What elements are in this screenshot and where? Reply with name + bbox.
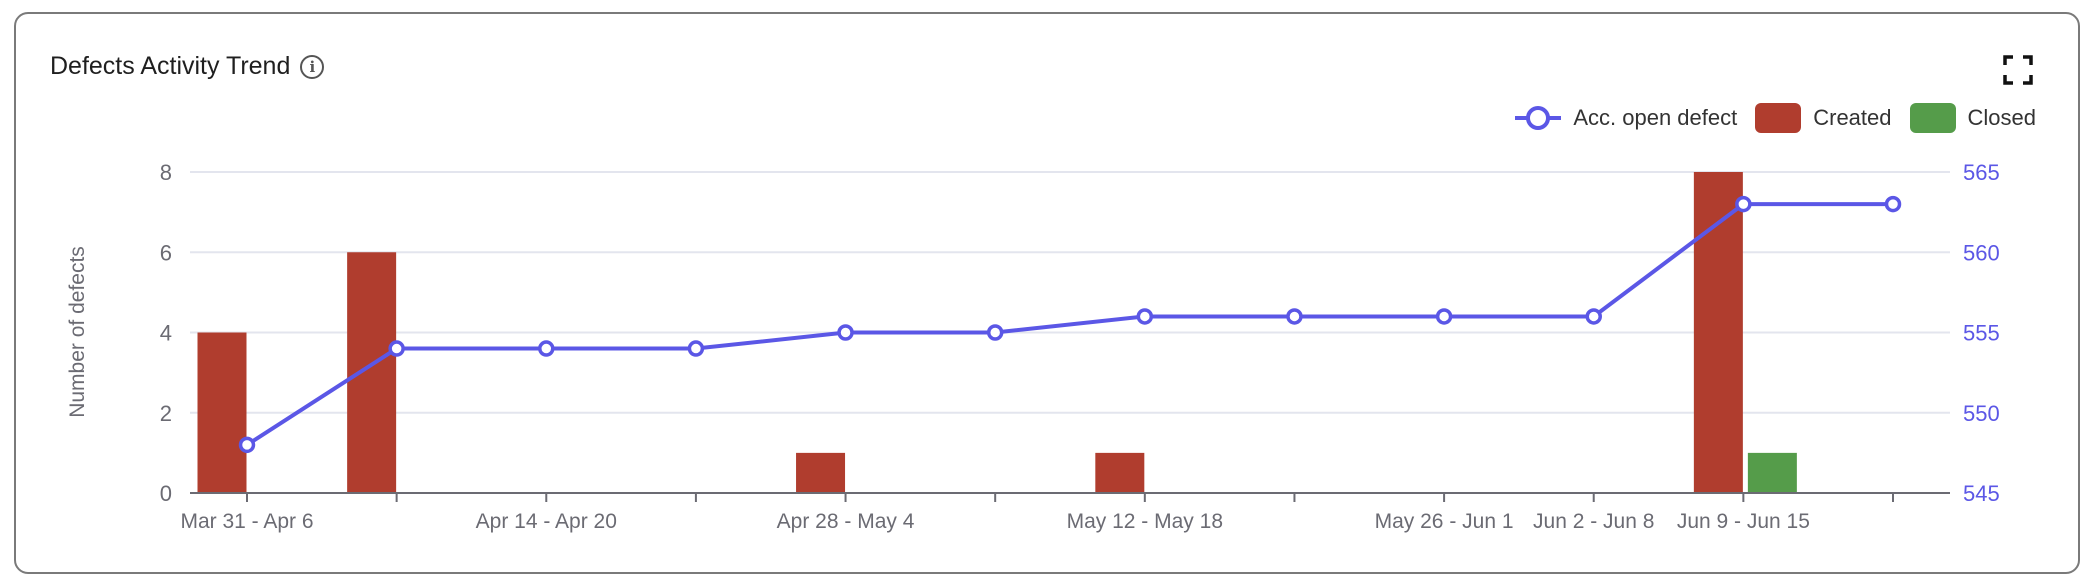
acc-open-point (388, 340, 405, 357)
y-tick-label: 6 (160, 240, 172, 265)
x-tick-label: Apr 28 - May 4 (777, 510, 915, 533)
acc-open-point (837, 324, 854, 341)
bar-created (1693, 172, 1743, 493)
y2-tick-label: 545 (1963, 481, 2000, 506)
chart-legend: Acc. open defect Created Closed (1495, 103, 2036, 133)
bar-created (796, 452, 846, 493)
x-tick-label: May 26 - Jun 1 (1375, 510, 1514, 533)
y-tick-label: 2 (160, 401, 172, 426)
x-tick-label: Jun 9 - Jun 15 (1677, 510, 1810, 533)
acc-open-line (245, 202, 1893, 447)
bar-created (197, 332, 247, 493)
acc-open-point (1136, 308, 1154, 325)
y-tick-label: 4 (160, 321, 172, 346)
acc-open-point (238, 436, 256, 454)
x-tick-label: Mar 31 - Apr 6 (180, 510, 313, 533)
y2-tick-label: 555 (1963, 321, 2000, 346)
acc-open-point (1286, 308, 1303, 325)
legend-label: Closed (1967, 105, 2036, 130)
y2-tick-label: 565 (1963, 160, 2000, 185)
expand-icon[interactable] (2003, 55, 2033, 85)
line-marker-icon (1515, 106, 1562, 130)
chart-title: Defects Activity Trend (50, 52, 291, 80)
acc-open-point (687, 340, 705, 357)
legend-label: Acc. open defect (1573, 105, 1738, 130)
y-tick-label: 8 (160, 160, 172, 185)
y2-tick-label: 560 (1963, 240, 2000, 265)
acc-open-point (986, 324, 1004, 341)
y-tick-label: 0 (160, 481, 172, 506)
info-icon[interactable]: i (300, 54, 325, 79)
legend-item-closed[interactable]: Closed (1909, 103, 2036, 133)
bar-closed (1747, 452, 1797, 493)
acc-open-point (1585, 308, 1602, 325)
y2-tick-label: 550 (1963, 401, 2000, 426)
x-tick-label: Apr 14 - Apr 20 (476, 510, 617, 533)
legend-item-acc-open[interactable]: Acc. open defect (1513, 103, 1737, 133)
chart-header: Defects Activity Trend i (50, 52, 325, 81)
y-axis-label: Number of defects (66, 246, 89, 418)
legend-label: Created (1813, 105, 1892, 130)
x-tick-label: May 12 - May 18 (1067, 510, 1223, 533)
acc-open-point (538, 340, 555, 357)
legend-item-created[interactable]: Created (1755, 103, 1892, 133)
x-tick-label: Jun 2 - Jun 8 (1533, 510, 1654, 533)
acc-open-point (1735, 195, 1752, 213)
bar-created (1095, 452, 1145, 493)
acc-open-point (1435, 308, 1453, 325)
acc-open-point (1884, 195, 1902, 213)
legend-swatch (1755, 103, 1802, 133)
bar-created (347, 252, 397, 493)
legend-swatch (1909, 103, 1956, 133)
